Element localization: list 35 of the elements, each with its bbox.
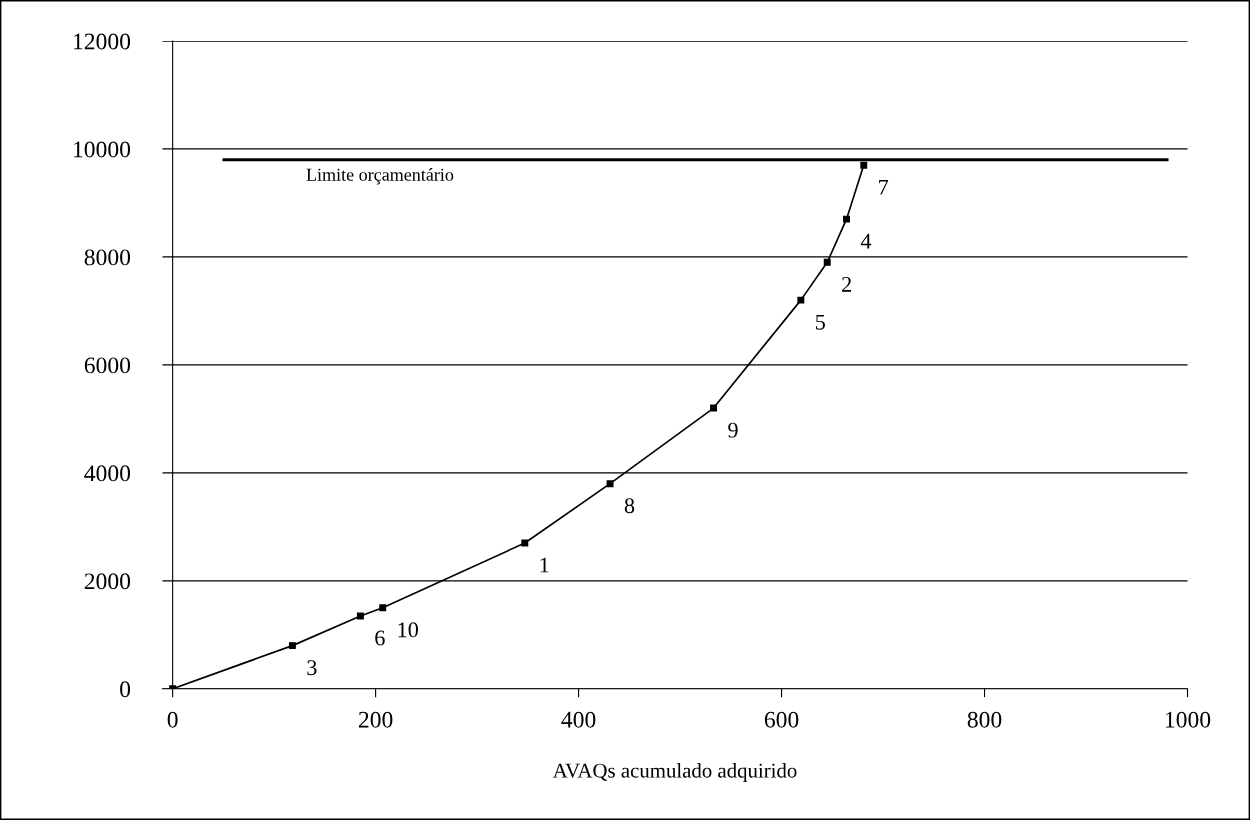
y-tick-label: 4000 [84, 465, 131, 482]
y-tick-label: 0 [120, 681, 131, 698]
ref-line-label: Limite orçamentário [306, 168, 454, 185]
x-tick-label: 600 [764, 711, 799, 728]
point [797, 296, 805, 304]
point [823, 258, 831, 266]
annotation: 5 [816, 314, 825, 330]
point [606, 480, 614, 488]
point [356, 612, 364, 620]
annotation: 8 [624, 498, 635, 514]
point [288, 642, 296, 650]
point [521, 539, 529, 547]
point [860, 161, 868, 169]
x-tick-label: 400 [561, 711, 596, 728]
point [710, 404, 718, 412]
annotation: 10 [398, 622, 418, 638]
x-tick-label: 200 [358, 711, 393, 728]
annotation: 7 [879, 179, 889, 195]
y-tick-label: 2000 [84, 573, 131, 590]
y-tick-label: 10000 [74, 141, 131, 158]
x-axis-title: AVAQs acumulado adquirido [552, 762, 797, 782]
point [379, 604, 387, 612]
y-tick-label: 8000 [84, 249, 131, 266]
annotation: 4 [860, 233, 872, 249]
point [843, 215, 850, 223]
y-tick-label: 12000 [74, 33, 131, 50]
annotation: 1 [540, 557, 549, 573]
x-tick-label: 0 [167, 711, 178, 728]
annotation: 2 [842, 276, 851, 292]
annotation: 9 [728, 422, 738, 438]
x-tick-label: 800 [967, 711, 1002, 728]
y-tick-label: 6000 [84, 357, 131, 374]
x-tick-label: 1000 [1165, 711, 1211, 728]
annotation: 3 [307, 660, 317, 676]
annotation: 6 [375, 630, 385, 646]
